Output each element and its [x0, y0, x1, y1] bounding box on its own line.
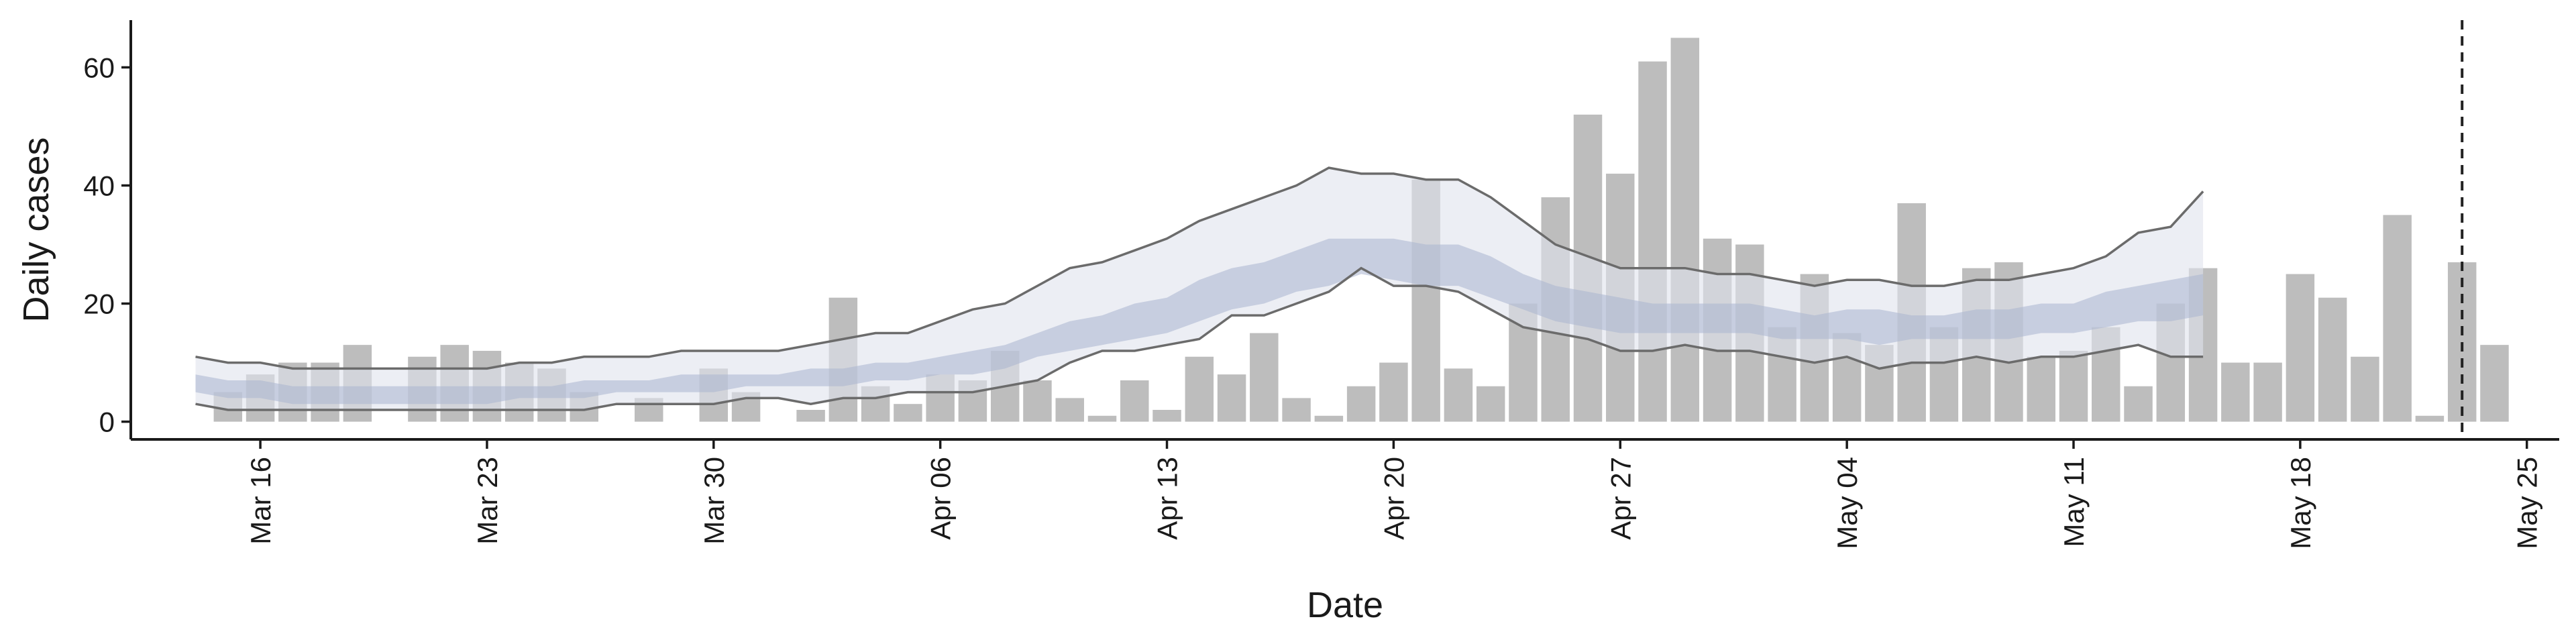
case-bar — [1638, 61, 1667, 422]
case-bar — [1120, 380, 1149, 422]
case-bar — [2286, 274, 2315, 422]
case-bar — [1379, 362, 1408, 422]
case-bar — [2383, 215, 2412, 422]
case-bar — [1250, 333, 1279, 422]
x-tick-label: May 11 — [2058, 457, 2090, 547]
case-bar — [1314, 415, 1344, 422]
case-bar — [1346, 386, 1376, 422]
case-bar — [1444, 368, 1473, 422]
upper-bound-line — [195, 166, 2204, 370]
x-axis-title: Date — [1307, 585, 1383, 625]
lower-bound-line — [195, 266, 2204, 411]
x-tick-label: Mar 30 — [698, 457, 730, 545]
forecast-bound-lines — [195, 166, 2204, 411]
x-tick-label: May 18 — [2285, 457, 2316, 549]
case-bar — [1282, 398, 1311, 422]
case-bar — [1055, 398, 1084, 422]
x-tick-label: May 04 — [1831, 457, 1863, 549]
case-bar — [1217, 374, 1246, 422]
x-tick-label: May 25 — [2512, 457, 2543, 549]
y-tick-label: 40 — [83, 170, 115, 201]
case-bar — [2318, 297, 2347, 422]
forecast-bands — [195, 168, 2204, 410]
case-bar — [2221, 362, 2250, 422]
case-bar — [2351, 356, 2379, 422]
case-bar — [894, 404, 922, 422]
inner-forecast-band — [195, 238, 2204, 405]
x-tick-label: Apr 20 — [1378, 457, 1409, 540]
x-tick-label: Apr 27 — [1605, 457, 1636, 540]
x-tick-label: Apr 06 — [925, 457, 957, 540]
case-bar — [1152, 409, 1181, 422]
axes: 0 20 40 60 Mar 16 Mar 23 Mar 30 Apr 06 Apr 13 Apr… — [83, 20, 2559, 549]
case-bar — [2027, 356, 2055, 422]
case-bar — [2480, 345, 2509, 422]
x-tick-label: Apr 13 — [1152, 457, 1183, 540]
case-bar — [2124, 386, 2153, 422]
case-bar — [1476, 386, 1505, 422]
y-axis-title: Daily cases — [16, 137, 56, 322]
y-tick-label: 60 — [83, 52, 115, 83]
case-bar — [2415, 415, 2445, 422]
case-bar — [1670, 38, 1700, 422]
x-tick-label: Mar 16 — [245, 457, 276, 545]
case-bar — [2059, 350, 2088, 422]
case-bar — [2253, 362, 2282, 422]
y-tick-label: 20 — [83, 288, 115, 320]
case-bar — [1185, 356, 1214, 422]
y-tick-label: 0 — [99, 407, 115, 438]
x-tick-label: Mar 23 — [472, 457, 503, 545]
case-bar — [1087, 415, 1117, 422]
case-bar — [1023, 380, 1052, 422]
case-bar — [796, 409, 825, 422]
